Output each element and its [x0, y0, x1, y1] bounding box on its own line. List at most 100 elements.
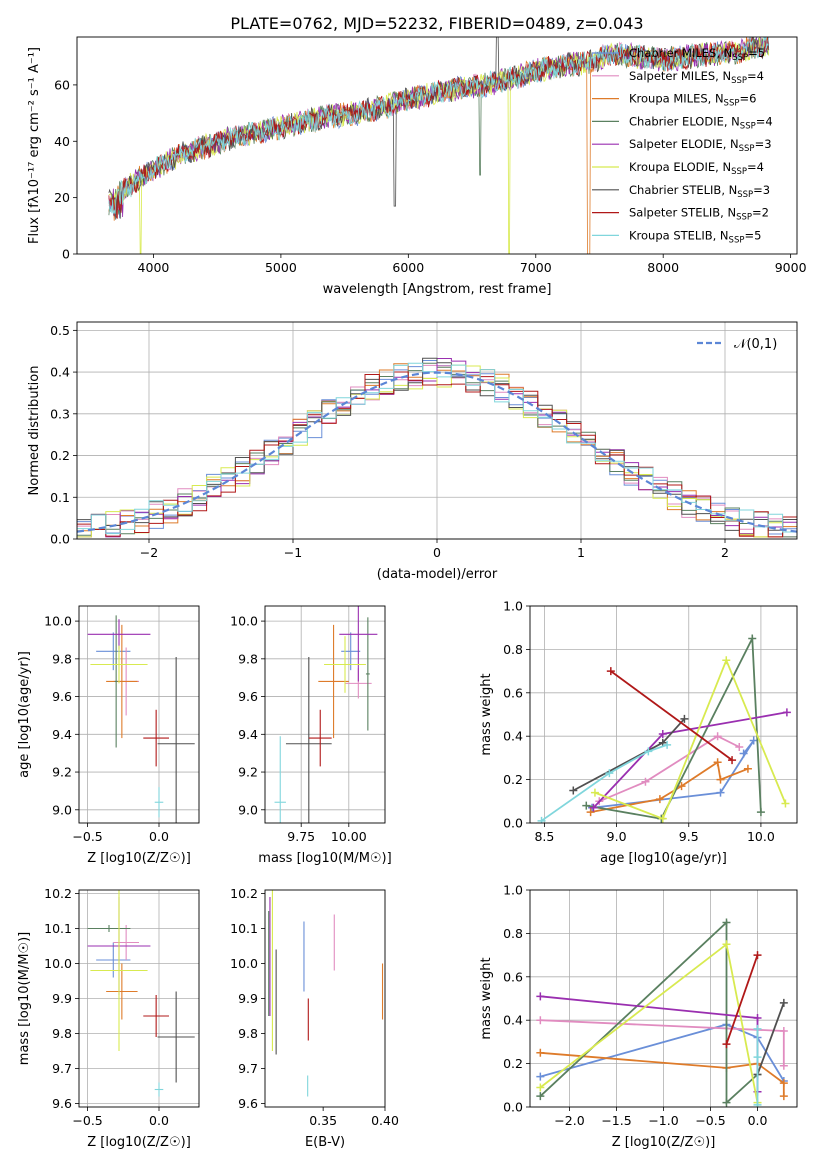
weight-marker [756, 808, 765, 817]
y-tick-label: 10.1 [44, 921, 72, 936]
x-tick-label: 9.5 [679, 829, 699, 844]
x-axis-label: E(B-V) [305, 1135, 345, 1150]
legend-label: Salpeter ELODIE, NSSP=3 [629, 137, 772, 154]
y-tick-label: 0.8 [503, 642, 523, 657]
weight-marker [536, 1048, 545, 1057]
histogram-series-steps [77, 362, 797, 539]
weight-marker [779, 1092, 788, 1101]
y-tick-label: 0.2 [50, 448, 70, 463]
y-tick-label: 9.9 [238, 991, 258, 1006]
weight-marker [722, 1040, 731, 1049]
mass_vs_EBV-plot-area [268, 890, 384, 1097]
y-tick-label: 9.9 [52, 991, 72, 1006]
errorbar-point [114, 615, 118, 748]
residuals-plot-area [77, 357, 797, 539]
weight-marker [589, 803, 598, 812]
y-axis-label: Flux [fλ10⁻¹⁷ erg cm⁻² s⁻¹ A⁻¹] [27, 47, 42, 244]
weight_vs_Z-plot-area [536, 918, 788, 1107]
weight-series-line [594, 657, 787, 820]
weight-marker [749, 736, 758, 745]
weight-series-line [540, 1023, 785, 1082]
y-tick-label: 9.6 [238, 1096, 258, 1111]
spectrum-legend: Chabrier MILES, NSSP=5 Salpeter MILES, NS… [592, 46, 773, 245]
y-tick-label: 0.0 [50, 532, 70, 547]
y-tick-label: 10.1 [230, 921, 258, 936]
x-tick-label: −2.0 [554, 1113, 584, 1128]
x-axis-label: Z [log10(Z/Z☉)] [87, 851, 191, 866]
axes-frame [78, 605, 200, 824]
y-tick-label: 0.4 [50, 365, 70, 380]
age_vs_Z-panel: −0.5 0.0 9.0 9.2 9.4 9.6 9.8 10.0 Z [log10(Z/Z☉)… [17, 605, 200, 866]
y-tick-label: 40 [54, 134, 70, 149]
x-tick-label: 8000 [647, 260, 679, 275]
y-tick-label: 9.6 [52, 1096, 72, 1111]
x-tick-label: 6000 [392, 260, 424, 275]
legend-label: Chabrier MILES, NSSP=5 [629, 46, 765, 63]
y-tick-label: 0.1 [50, 490, 70, 505]
weight_vs_Z-panel: −2.0 −1.5 −1.0 −0.5 0.0 0.0 0.2 0.4 0.6 0.8 1.0 Z [… [479, 883, 798, 1150]
errorbar-point [96, 632, 131, 671]
y-tick-label: 9.2 [52, 765, 72, 780]
y-tick-label: 0.3 [50, 406, 70, 421]
y-tick-label: 9.4 [238, 727, 258, 742]
age_vs_mass-panel: 9.75 10.00 9.0 9.2 9.4 9.6 9.8 10.0 mass [log10(… [230, 605, 392, 866]
weight-series-line [540, 744, 668, 822]
y-tick-label: 9.7 [238, 1061, 258, 1076]
weight-marker [655, 795, 664, 804]
x-tick-label: 10.0 [747, 829, 775, 844]
x-tick-label: 0.0 [748, 1113, 768, 1128]
y-tick-label: 10.0 [44, 614, 72, 629]
x-axis-label: wavelength [Angstrom, rest frame] [323, 282, 552, 297]
weight-marker [713, 758, 722, 767]
y-tick-label: 0.8 [503, 926, 523, 941]
x-tick-label: 8.5 [534, 829, 554, 844]
y-tick-label: 9.8 [238, 651, 258, 666]
errorbar-point [318, 624, 349, 739]
errorbar-point [87, 925, 131, 932]
errorbar-point [157, 656, 195, 823]
weight-marker [753, 1024, 762, 1033]
weight-marker [722, 918, 731, 927]
spectrum-series-line [108, 37, 770, 219]
x-tick-label: 0.0 [149, 829, 169, 844]
weight-marker [536, 1083, 545, 1092]
axes-frame [76, 321, 798, 540]
weight-marker [582, 801, 591, 810]
weight-marker [779, 998, 788, 1007]
errorbar-point [90, 645, 148, 684]
mass_vs_Z-panel: −0.5 0.0 9.6 9.7 9.8 9.9 10.0 10.1 10.2 Z [log10(… [17, 886, 200, 1150]
errorbar-point [87, 619, 151, 650]
weight-marker [743, 764, 752, 773]
y-tick-label: 60 [54, 77, 70, 92]
weight-marker [537, 816, 546, 823]
weight-marker [779, 1027, 788, 1036]
errorbar-point [365, 617, 370, 731]
weight-marker [713, 732, 722, 741]
age_vs_Z-plot-area [87, 615, 195, 823]
mass_vs_Z-plot-area [87, 890, 195, 1097]
y-tick-label: 0.2 [503, 772, 523, 787]
y-tick-label: 0.0 [503, 816, 523, 831]
y-tick-label: 1.0 [503, 883, 523, 898]
y-axis-label: mass weight [479, 673, 494, 755]
figure-title: PLATE=0762, MJD=52232, FIBERID=0489, z=0… [230, 14, 643, 33]
weight_vs_age-panel: 8.5 9.0 9.5 10.0 0.0 0.2 0.4 0.6 0.8 1.0 age [log1… [479, 599, 798, 866]
x-tick-label: 10.00 [331, 829, 367, 844]
spectrum-plot-area [108, 37, 770, 254]
weight-marker [782, 708, 791, 717]
weight-marker [536, 1016, 545, 1025]
weight-marker [536, 992, 545, 1001]
x-tick-label: −1.0 [648, 1113, 678, 1128]
axes-frame [264, 605, 386, 824]
y-tick-label: 10.0 [230, 614, 258, 629]
weight-marker [735, 743, 744, 752]
axes-frame [78, 889, 200, 1108]
weight-marker [658, 814, 667, 823]
errorbar-point [308, 709, 332, 767]
axes-frame [264, 889, 386, 1108]
mass_vs_EBV-panel: 0.35 0.40 9.6 9.7 9.8 9.9 10.0 10.1 10.2 E(B-V) [230, 886, 399, 1150]
x-tick-label: 2 [721, 545, 729, 560]
errorbar-point [90, 890, 148, 1051]
x-tick-label: −1.5 [601, 1113, 631, 1128]
weight-series-line [590, 760, 749, 813]
